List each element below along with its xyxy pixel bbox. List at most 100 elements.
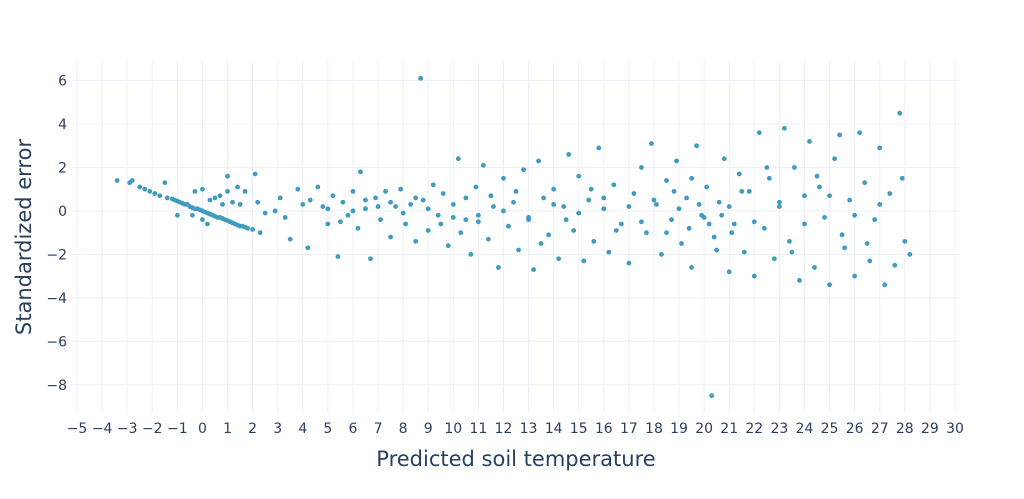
data-point: [756, 130, 762, 136]
x-tick-label: 24: [796, 421, 814, 437]
x-tick-label: −4: [92, 421, 113, 437]
data-point: [114, 178, 120, 183]
data-point: [531, 267, 536, 272]
data-point: [649, 141, 654, 146]
data-point: [174, 212, 180, 218]
data-point: [746, 188, 752, 194]
data-point: [902, 238, 908, 244]
x-tick-label: 1: [223, 421, 232, 437]
data-point: [536, 158, 541, 164]
data-point: [388, 199, 393, 205]
x-tick-label: 28: [896, 421, 914, 437]
data-point: [363, 197, 368, 203]
data-point: [606, 249, 612, 255]
data-point: [837, 132, 842, 138]
data-point: [212, 195, 218, 201]
data-point: [142, 186, 148, 192]
data-point: [764, 165, 770, 170]
data-point: [325, 221, 331, 227]
data-point: [631, 191, 637, 196]
data-point: [726, 269, 732, 275]
data-point: [711, 234, 717, 240]
data-point: [287, 236, 293, 242]
x-tick-label: 17: [620, 421, 638, 437]
data-point: [689, 175, 694, 181]
data-point: [827, 282, 832, 288]
data-point: [425, 206, 431, 212]
x-tick-label: 14: [545, 421, 563, 437]
data-point: [325, 206, 331, 212]
data-point: [440, 191, 446, 196]
data-point: [659, 251, 664, 257]
data-point: [398, 186, 404, 192]
data-point: [152, 191, 158, 196]
data-point: [862, 180, 868, 186]
data-point: [626, 204, 632, 209]
data-point: [704, 184, 710, 190]
data-point: [358, 169, 363, 175]
data-point: [430, 182, 436, 188]
data-point: [393, 204, 398, 209]
data-point: [496, 265, 501, 270]
data-point: [413, 195, 419, 201]
data-point: [852, 273, 858, 279]
data-point: [802, 221, 807, 227]
data-point: [383, 188, 388, 194]
data-point: [792, 165, 797, 170]
data-point: [373, 195, 378, 201]
x-tick-label: 0: [198, 421, 207, 437]
data-point: [639, 165, 644, 170]
data-point: [852, 212, 858, 218]
x-tick-label: 23: [770, 421, 788, 437]
data-point: [162, 180, 168, 186]
data-point: [877, 145, 883, 151]
y-tick-label: −6: [46, 334, 67, 350]
data-point: [696, 202, 702, 207]
data-point: [350, 188, 356, 194]
x-tick-label: 3: [273, 421, 282, 437]
x-tick-label: 10: [444, 421, 462, 437]
data-point: [907, 251, 913, 257]
data-point: [355, 225, 361, 231]
data-point: [468, 251, 474, 257]
x-axis-title: Predicted soil temperature: [376, 447, 655, 471]
data-point: [220, 202, 225, 207]
x-axis-ticks: −5 −4 −3 −2 −1 0 1 2 3 4 5 6 7 8 9 10 11 12 13 14 15 16 17 18 19…: [67, 421, 964, 437]
data-point: [491, 204, 496, 209]
data-point: [586, 197, 592, 203]
data-point: [877, 202, 883, 207]
data-point: [320, 204, 326, 209]
data-point: [207, 197, 213, 203]
x-tick-label: 20: [695, 421, 713, 437]
data-point: [200, 217, 205, 223]
data-point: [455, 156, 461, 162]
data-point: [408, 202, 414, 207]
y-tick-label: 6: [58, 74, 67, 90]
data-point: [814, 173, 820, 179]
data-point: [771, 256, 777, 262]
data-point: [375, 204, 381, 209]
data-point: [255, 199, 261, 205]
x-tick-label: 15: [570, 421, 588, 437]
y-tick-label: −8: [46, 378, 67, 394]
data-point: [679, 241, 684, 246]
data-point: [217, 193, 223, 199]
data-point: [591, 238, 597, 244]
data-point: [237, 202, 243, 207]
data-point: [262, 210, 268, 216]
data-point: [797, 278, 802, 283]
data-point: [716, 199, 722, 205]
data-point: [230, 199, 235, 205]
data-point: [438, 221, 444, 227]
data-point: [147, 188, 153, 194]
data-point: [887, 191, 893, 196]
data-point: [644, 230, 649, 236]
data-point: [729, 230, 735, 236]
data-point: [305, 245, 311, 251]
data-point: [694, 143, 700, 149]
data-point: [242, 188, 248, 194]
data-point: [378, 217, 383, 223]
data-point: [832, 156, 837, 162]
data-point: [686, 225, 692, 231]
data-point: [388, 234, 393, 240]
